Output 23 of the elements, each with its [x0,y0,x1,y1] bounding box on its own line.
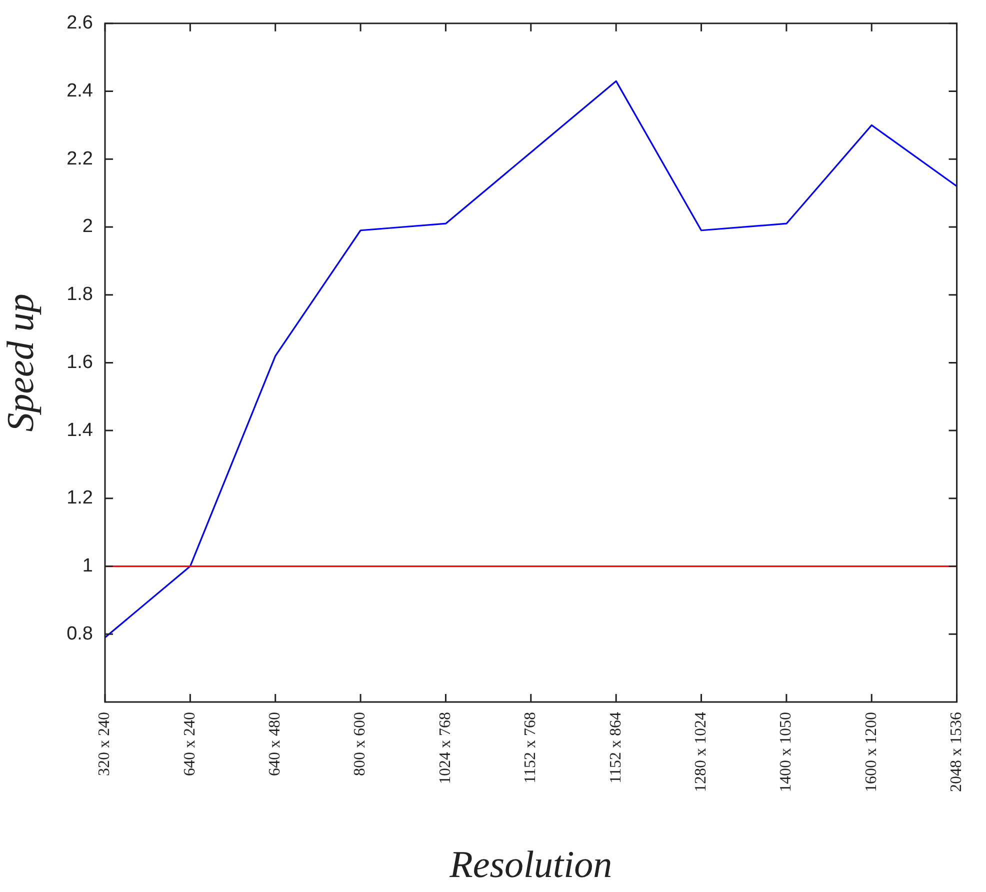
y-tick-label: 1.8 [66,284,93,306]
y-tick-label: 1 [82,556,93,577]
y-tick-label: 2.6 [66,12,93,34]
x-tick-label: 640 x 480 [266,712,284,776]
x-tick-label: 1152 x 864 [607,712,624,784]
y-axis-title: Speed up [0,294,42,432]
x-tick-label: 1280 x 1024 [692,712,710,792]
y-tick-label: 1.6 [66,352,93,373]
y-tick-label: 1.4 [66,420,94,441]
x-tick-label: 640 x 240 [181,712,198,776]
y-tick-label: 2.4 [66,80,94,102]
x-tick-label: 1400 x 1050 [778,712,795,792]
x-tick-label: 1024 x 768 [436,712,454,784]
y-tick-label: 2.2 [66,148,93,170]
x-tick-label: 1152 x 768 [522,712,540,784]
x-tick-label: 1600 x 1200 [862,712,880,792]
x-tick-label: 800 x 600 [352,712,369,776]
y-tick-label: 2 [82,216,93,238]
x-tick-label: 320 x 240 [96,712,114,776]
y-tick-label: 0.8 [66,623,93,644]
x-tick-label: 2048 x 1536 [948,712,966,792]
x-axis-title: Resolution [448,844,612,886]
y-tick-label: 1.2 [66,488,93,509]
